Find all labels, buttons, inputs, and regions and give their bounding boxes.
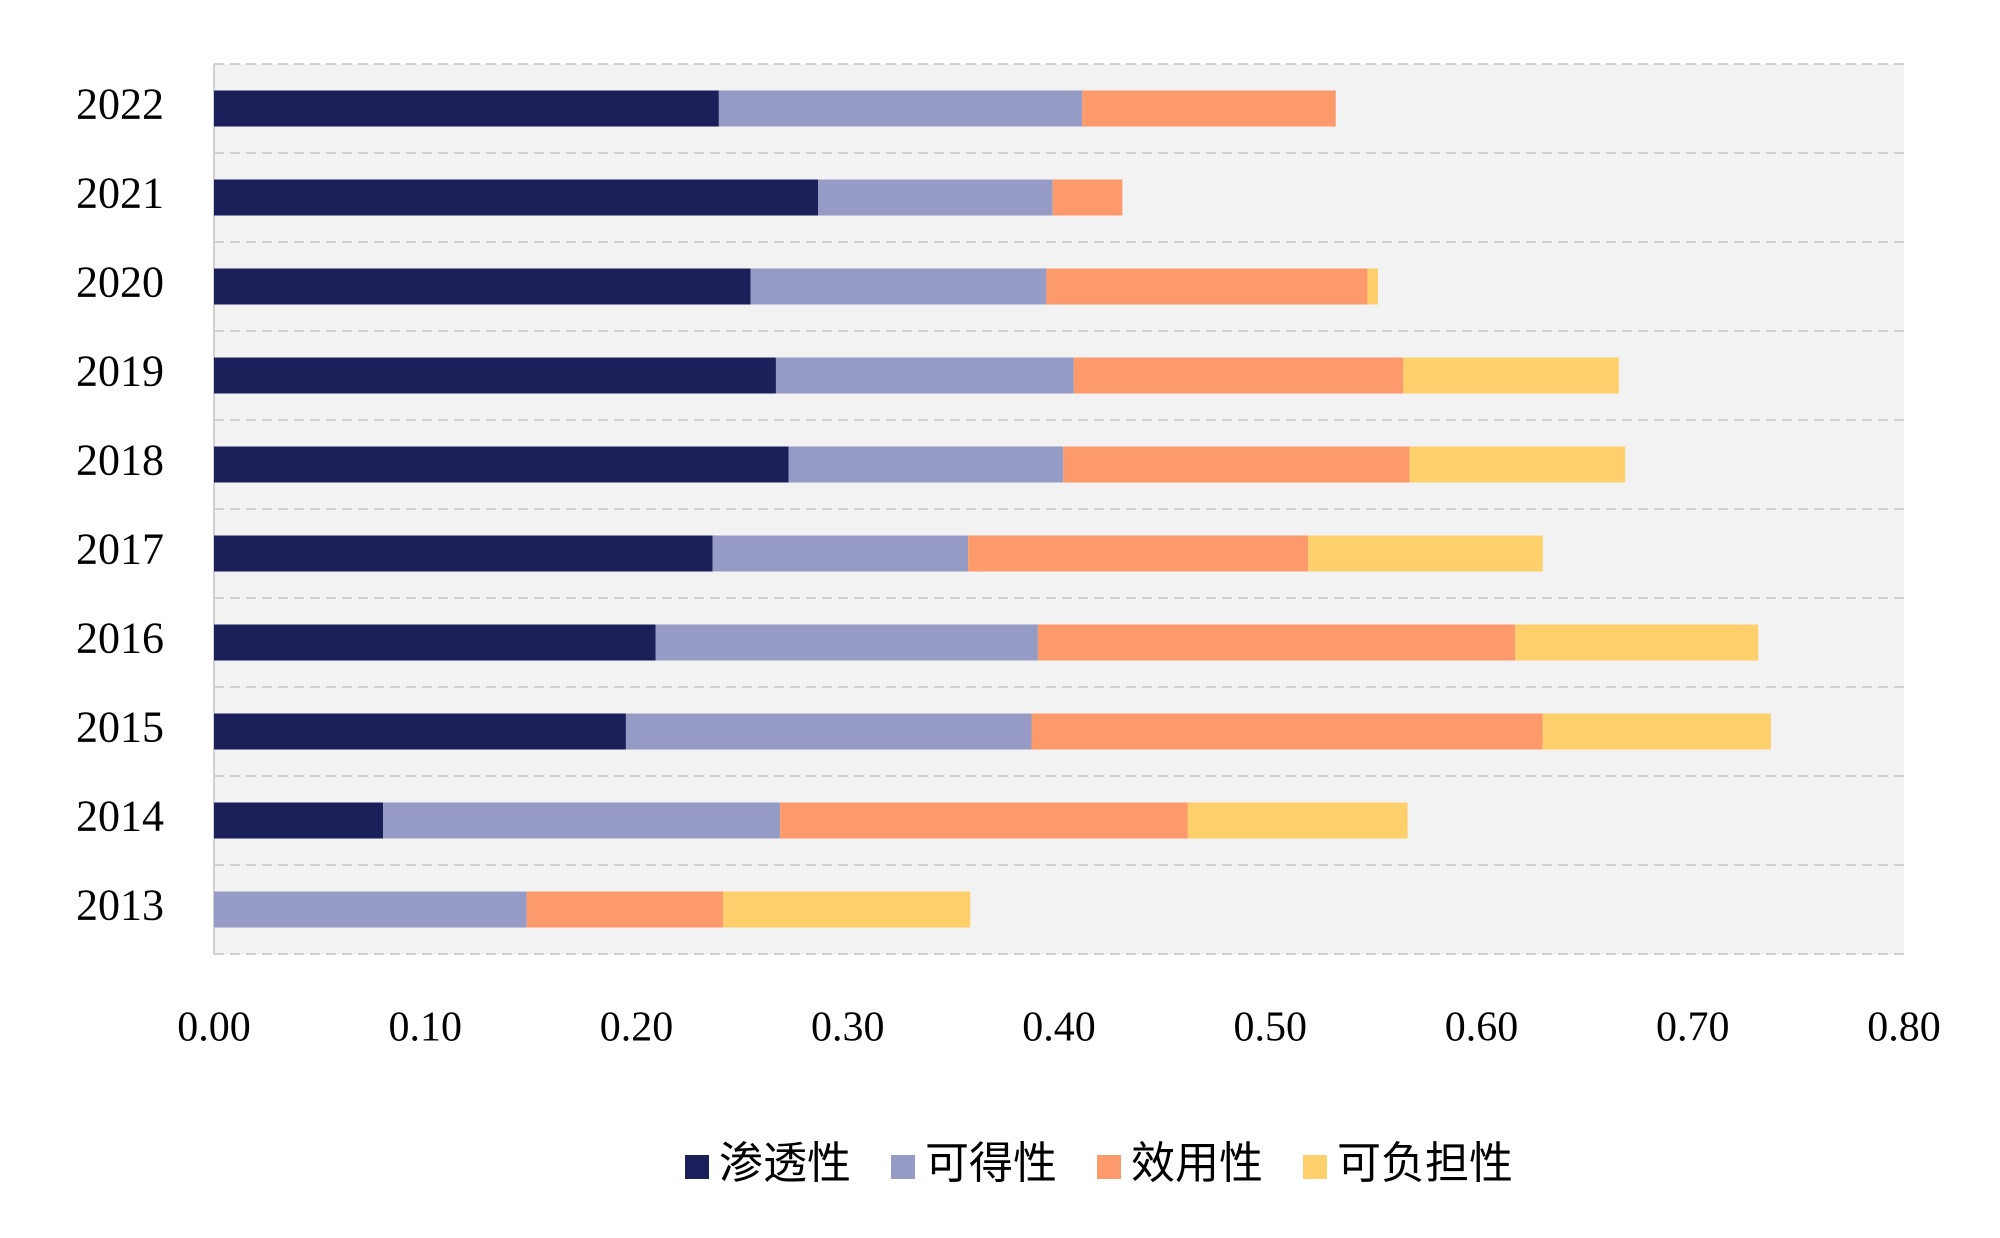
legend-label: 渗透性 <box>719 1139 851 1188</box>
bar-segment <box>214 713 626 750</box>
bar-segment <box>1037 624 1516 661</box>
bar-segment <box>214 446 789 483</box>
x-tick-label: 0.20 <box>600 1005 674 1051</box>
x-tick-label: 0.70 <box>1656 1005 1730 1051</box>
bar-segment <box>1063 446 1410 483</box>
y-tick-label: 2021 <box>76 169 164 218</box>
y-tick-label: 2013 <box>76 881 164 930</box>
bar-segment <box>1515 624 1759 661</box>
bar-segment <box>214 357 776 394</box>
bar-segment <box>788 446 1064 483</box>
y-tick-label: 2019 <box>76 347 164 396</box>
y-tick-label: 2022 <box>76 80 164 129</box>
legend-swatch <box>1303 1155 1327 1179</box>
y-tick-label: 2017 <box>76 525 164 574</box>
bar-segment <box>383 802 781 839</box>
bar-segment <box>214 802 383 839</box>
bar-segment <box>1308 535 1543 572</box>
legend-label: 效用性 <box>1131 1139 1263 1188</box>
bar-segment <box>214 179 819 216</box>
x-tick-label: 0.60 <box>1445 1005 1519 1051</box>
bar-segment <box>214 90 719 127</box>
bar-segment <box>775 357 1074 394</box>
bar-segment <box>1409 446 1626 483</box>
bar-segment <box>968 535 1309 572</box>
legend-swatch <box>891 1155 915 1179</box>
y-tick-label: 2020 <box>76 258 164 307</box>
legend-label: 可得性 <box>925 1139 1057 1188</box>
y-tick-label: 2018 <box>76 436 164 485</box>
bar-segment <box>723 891 971 928</box>
bar-segment <box>214 535 713 572</box>
x-tick-label: 0.30 <box>811 1005 885 1051</box>
bar-segment <box>625 713 1032 750</box>
bar-segment <box>818 179 1053 216</box>
legend-label: 可负担性 <box>1337 1139 1513 1188</box>
bar-segment <box>1542 713 1771 750</box>
bar-segment <box>750 268 1047 305</box>
y-tick-label: 2016 <box>76 614 164 663</box>
bar-segment <box>1367 268 1378 305</box>
bar-segment <box>1082 90 1336 127</box>
x-tick-label: 0.00 <box>177 1005 251 1051</box>
bar-segment <box>526 891 724 928</box>
bar-segment <box>712 535 969 572</box>
bar-segment <box>1403 357 1619 394</box>
bar-segment <box>780 802 1188 839</box>
x-tick-label: 0.80 <box>1867 1005 1941 1051</box>
legend-swatch <box>685 1155 709 1179</box>
bar-segment <box>1052 179 1123 216</box>
bar-segment <box>655 624 1038 661</box>
x-tick-label: 0.50 <box>1234 1005 1308 1051</box>
bar-segment <box>214 268 751 305</box>
bar-segment <box>214 891 527 928</box>
legend-swatch <box>1097 1155 1121 1179</box>
y-tick-label: 2014 <box>76 792 164 841</box>
bar-segment <box>1046 268 1368 305</box>
y-tick-label: 2015 <box>76 703 164 752</box>
bar-segment <box>1031 713 1543 750</box>
x-tick-label: 0.10 <box>389 1005 463 1051</box>
bar-segment <box>1073 357 1404 394</box>
x-tick-label: 0.40 <box>1022 1005 1096 1051</box>
bar-segment <box>214 624 656 661</box>
bar-segment <box>1187 802 1408 839</box>
bar-segment <box>718 90 1083 127</box>
